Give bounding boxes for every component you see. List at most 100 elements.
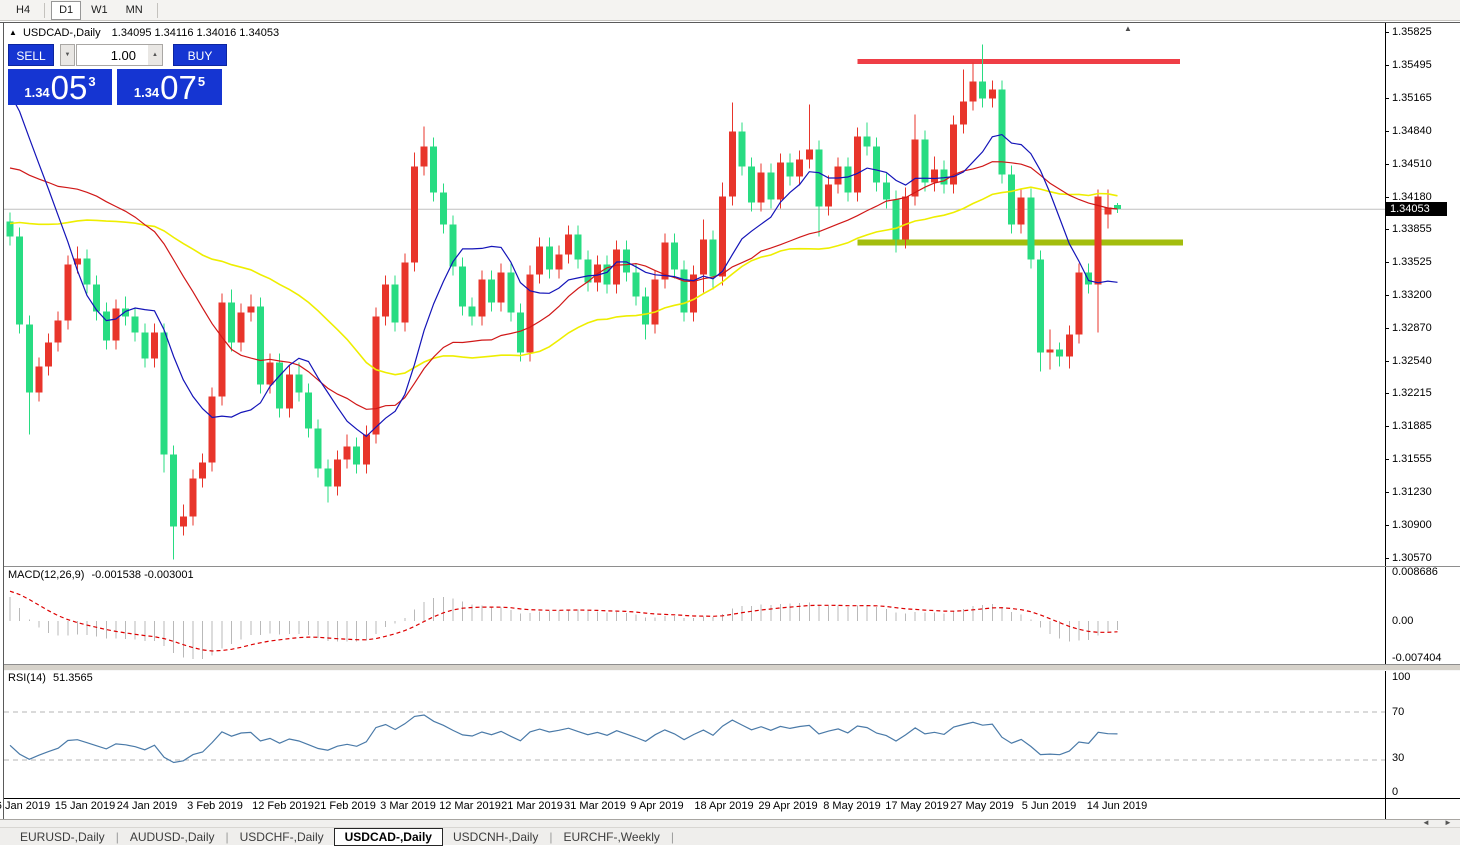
price-tick-mark [1385, 229, 1389, 230]
timeframe-h4-button[interactable]: H4 [16, 3, 31, 16]
sell-price-display[interactable]: 1.34 05 3 [8, 69, 112, 105]
price-tick-mark [1385, 459, 1389, 460]
macd-values: -0.001538 -0.003001 [91, 569, 194, 581]
buy-price-point: 5 [197, 74, 206, 89]
rsi-axis-label: 0 [1392, 786, 1399, 798]
buy-price-display[interactable]: 1.34 07 5 [117, 69, 222, 105]
rsi-line [9, 714, 1118, 764]
horizontal-line-objects [857, 59, 1183, 246]
rsi-label: RSI(14) 51.3565 [8, 672, 93, 684]
timeframe-mn-button[interactable]: MN [125, 3, 143, 16]
price-tick-label: 1.35165 [1392, 92, 1432, 104]
chart-window-left-border [3, 22, 4, 819]
macd-signal-line [9, 590, 1118, 652]
date-tick-label: 27 May 2019 [950, 800, 1014, 812]
timeframe-d1-button[interactable]: D1 [51, 0, 82, 20]
timeframe-toolbar: H4 D1 W1 MN [0, 0, 1460, 21]
macd-axis-label: -0.007404 [1392, 652, 1442, 664]
price-tick-mark [1385, 426, 1389, 427]
date-tick-label: 21 Mar 2019 [501, 800, 563, 812]
date-tick-label: 6 Jan 2019 [0, 800, 51, 812]
price-tick-label: 1.33200 [1392, 288, 1432, 301]
price-tick-mark [1385, 65, 1389, 66]
rsi-axis-label: 30 [1392, 752, 1405, 764]
tab-usdcnh-daily[interactable]: USDCNH-,Daily [452, 829, 539, 844]
chart-macd-separator[interactable] [4, 566, 1460, 567]
macd-label: MACD(12,26,9) -0.001538 -0.003001 [8, 569, 194, 581]
volume-increase-button[interactable]: ▲ [148, 44, 163, 66]
current-price-label: 1.34053 [1386, 202, 1447, 216]
date-tick-label: 29 Apr 2019 [758, 800, 818, 812]
date-tick-label: 31 Mar 2019 [564, 800, 626, 812]
scroll-marker-icon[interactable]: ▲ [1124, 24, 1132, 33]
tab-eurusd-daily[interactable]: EURUSD-,Daily [20, 829, 105, 844]
collapse-arrow-icon[interactable]: ▲ [9, 28, 17, 37]
macd-rsi-splitter[interactable] [4, 664, 1460, 671]
toolbar-separator [44, 2, 46, 18]
tab-separator: | [670, 829, 675, 844]
tab-audusd-daily[interactable]: AUDUSD-,Daily [129, 829, 215, 844]
macd-panel-graphics [9, 590, 1118, 660]
price-tick-label: 1.31230 [1392, 485, 1432, 498]
price-tick-label: 1.30900 [1392, 518, 1432, 531]
tab-separator: | [549, 829, 553, 844]
toolbar-separator [156, 2, 158, 18]
date-tick-label: 12 Mar 2019 [439, 800, 501, 812]
timeframe-w1-button[interactable]: W1 [91, 3, 108, 16]
price-tick-label: 1.30570 [1392, 551, 1432, 564]
date-tick-label: 9 Apr 2019 [630, 800, 684, 812]
chart-window-top-border [0, 22, 1460, 23]
date-tick-label: 8 May 2019 [823, 800, 881, 812]
date-tick-label: 5 Jun 2019 [1021, 800, 1077, 812]
date-tick-label: 21 Feb 2019 [314, 800, 376, 812]
price-tick-label: 1.32540 [1392, 354, 1432, 367]
price-tick-label: 1.35825 [1392, 26, 1432, 38]
sell-button[interactable]: SELL [8, 44, 54, 66]
rsi-axis-label: 70 [1392, 706, 1405, 718]
date-tick-label: 3 Mar 2019 [380, 800, 436, 812]
tab-eurchf-weekly[interactable]: EURCHF-,Weekly [563, 829, 660, 844]
price-tick-label: 1.34180 [1392, 190, 1432, 203]
price-tick-label: 1.32870 [1392, 321, 1432, 334]
rsi-value: 51.3565 [52, 672, 93, 684]
price-tick-mark [1385, 557, 1389, 559]
macd-axis-label: 0.008686 [1392, 566, 1438, 578]
rsi-bottom-border [4, 798, 1460, 799]
rsi-axis-label: 100 [1392, 671, 1411, 683]
price-tick-label: 1.33525 [1392, 256, 1432, 268]
date-tick-label: 17 May 2019 [885, 800, 949, 812]
date-tick-label: 18 Apr 2019 [694, 800, 754, 812]
tab-usdchf-daily[interactable]: USDCHF-,Daily [239, 829, 324, 844]
price-tick-mark [1385, 130, 1389, 132]
tab-separator: | [115, 829, 119, 844]
price-tick-mark [1385, 524, 1389, 526]
tab-separator: | [225, 829, 229, 844]
tab-usdcad-daily[interactable]: USDCAD-,Daily [333, 827, 443, 846]
price-tick-mark [1385, 98, 1389, 99]
price-tick-mark [1385, 294, 1389, 296]
volume-input[interactable] [76, 44, 148, 66]
date-tick-label: 14 Jun 2019 [1086, 800, 1148, 812]
scroll-left-arrow-icon[interactable]: ◄ [1422, 818, 1430, 827]
price-tick-mark [1385, 262, 1389, 263]
price-tick-label: 1.34840 [1392, 124, 1432, 137]
buy-button[interactable]: BUY [173, 44, 227, 66]
buy-price-pips: 07 [160, 69, 197, 106]
price-tick-mark [1385, 360, 1389, 362]
price-tick-mark [1385, 163, 1389, 165]
price-tick-mark [1385, 196, 1389, 198]
price-tick-mark [1385, 393, 1389, 394]
date-tick-label: 15 Jan 2019 [54, 800, 116, 812]
price-tick-mark [1385, 32, 1389, 33]
candles-layer [6, 44, 1121, 560]
scroll-right-arrow-icon[interactable]: ► [1444, 818, 1452, 827]
horizontal-scrollbar[interactable] [0, 819, 1460, 827]
moving-averages [9, 93, 1118, 438]
ma-mid-line [9, 161, 1118, 410]
price-tick-label: 1.34510 [1392, 157, 1432, 170]
volume-decrease-button[interactable]: ▼ [60, 44, 75, 66]
price-tick-label: 1.35495 [1392, 59, 1432, 71]
price-tick-label: 1.32215 [1392, 387, 1432, 399]
ma-fast-line [9, 93, 1118, 438]
